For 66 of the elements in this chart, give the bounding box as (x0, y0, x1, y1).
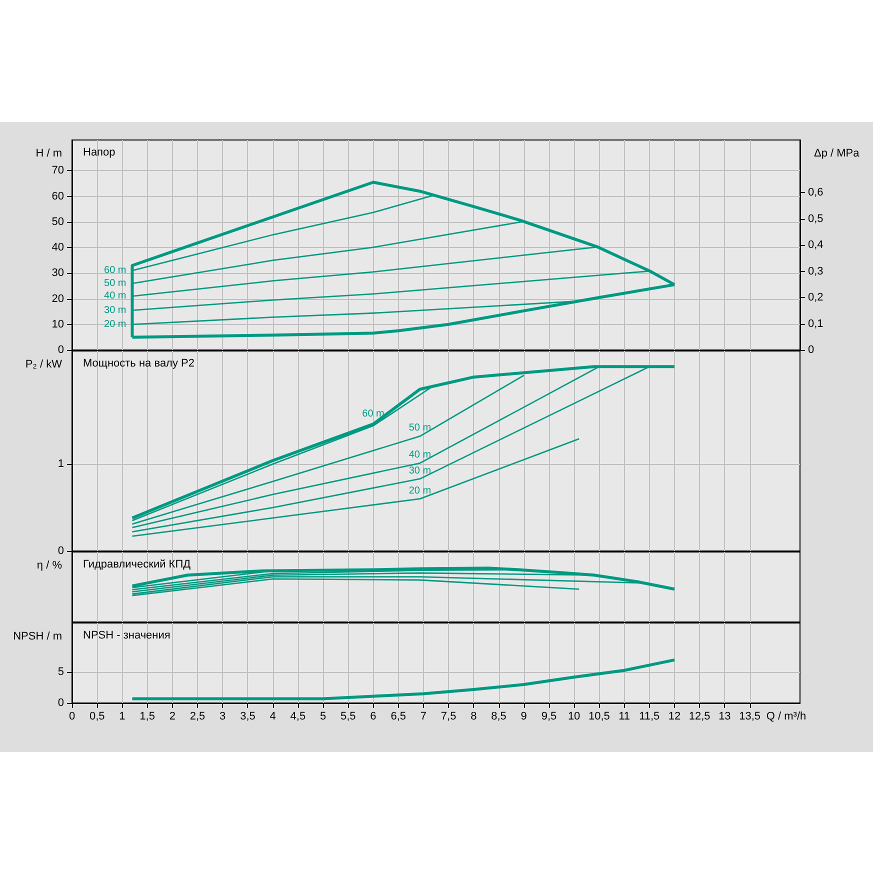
y-tick-label: 50 (52, 216, 64, 228)
text: Напор (83, 146, 116, 158)
y-tick-label: 5 (58, 666, 64, 678)
x-tick-label: 10,5 (588, 710, 610, 722)
y2-tick-label: 0,6 (808, 186, 824, 198)
series-label: 20 m (408, 485, 432, 496)
y2-tick-label: 0,4 (808, 239, 824, 251)
x-tick-label: 1 (119, 710, 126, 722)
x-tick-label: 2,5 (190, 710, 206, 722)
y-axis-title: P₂ / kW (25, 358, 63, 370)
x-tick-label: 6 (370, 710, 376, 722)
x-tick-label: 8 (470, 710, 477, 722)
text: Мощность на валу P2 (83, 358, 194, 370)
x-tick-label: 7 (420, 710, 427, 722)
x-tick-label: 9,5 (541, 710, 557, 722)
y-tick-label: 40 (52, 242, 64, 254)
x-tick-label: 6,5 (390, 710, 406, 722)
x-tick-label: 1,5 (140, 710, 155, 722)
x-tick-label: 0 (68, 710, 76, 722)
series-label: 40 m (408, 450, 432, 461)
y-tick-label: 10 (52, 318, 64, 330)
x-tick-label: 4,5 (290, 710, 306, 722)
x-tick-label: 12,5 (688, 710, 710, 722)
y2-tick-label: 0,5 (808, 212, 824, 225)
series-label: 30 m (104, 304, 126, 316)
x-tick-label: 5,5 (340, 710, 356, 722)
y2-axis-title: Δp / MPa (814, 148, 860, 160)
x-tick-label: 3,5 (240, 710, 256, 722)
y-tick-label: 20 (52, 292, 64, 305)
y-tick-label: 70 (52, 164, 64, 177)
y2-tick-label: 0,1 (808, 318, 824, 330)
text: NPSH - значения (83, 630, 170, 642)
chart-title: Гидравлический КПД (83, 558, 192, 570)
x-tick-label: 4 (270, 710, 276, 722)
x-tick-label: 7,5 (440, 710, 456, 722)
y-axis-title: NPSH / m (13, 630, 62, 642)
series-label: 20 m (104, 318, 126, 330)
x-tick-label: 13,5 (739, 710, 761, 722)
y-tick-label: 0 (58, 344, 64, 356)
y2-tick-label: 0,3 (808, 265, 824, 278)
x-tick-label: 13 (718, 710, 731, 722)
x-tick-label: 3 (220, 710, 226, 722)
x-tick-label: 12 (668, 710, 681, 722)
x-tick-label: 0,5 (89, 710, 105, 722)
series-label: 50 m (104, 278, 126, 289)
y-tick-label: 1 (58, 458, 64, 470)
y-axis-title: H / m (36, 148, 62, 160)
series-label: 40 m (104, 290, 126, 302)
y-tick-label: 0 (58, 697, 64, 709)
y-tick-label: 0 (58, 545, 64, 557)
x-tick-label: 2 (169, 710, 176, 722)
y-axis-title: η / % (36, 560, 62, 572)
y-tick-label: 60 (52, 190, 64, 202)
y2-tick-label: 0,2 (808, 292, 824, 304)
series-label: 30 m (408, 465, 432, 476)
y-tick-label: 30 (52, 267, 64, 280)
x-axis-title: Q / m³/h (766, 710, 806, 722)
series-label: 60 m (104, 265, 126, 276)
series-label: 50 m (408, 422, 432, 434)
x-tick-label: 11 (618, 710, 630, 722)
x-tick-label: 10 (568, 710, 580, 722)
x-tick-label: 11,5 (639, 710, 660, 722)
x-tick-label: 9 (520, 710, 527, 722)
x-tick-label: 8,5 (491, 710, 506, 722)
x-tick-label: 5 (320, 710, 326, 722)
y2-tick-label: 0 (808, 344, 814, 356)
